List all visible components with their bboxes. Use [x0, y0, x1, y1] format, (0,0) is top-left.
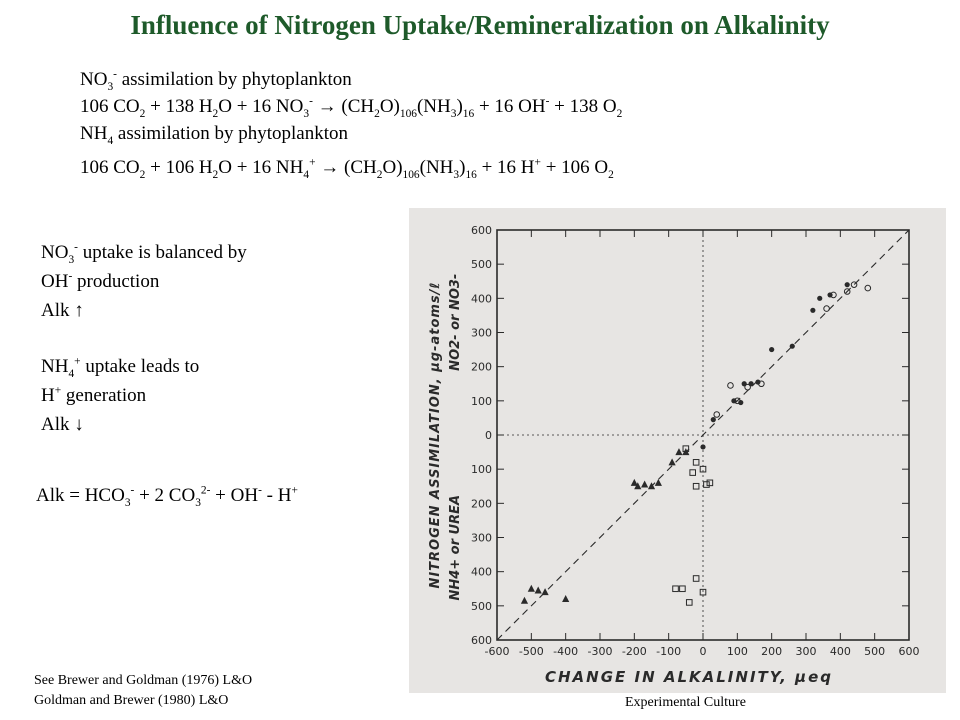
y-tick-label: 0: [485, 429, 492, 442]
data-point-filled-triangle: [541, 588, 549, 596]
no3-assimilation-heading: NO3- assimilation by phytoplankton: [80, 68, 352, 93]
data-point-filled-circle: [741, 381, 747, 387]
axis-ticks: -600 -500 -400 -300 -200 -100 0 100 200 300 400 500…: [471, 224, 920, 658]
data-point-filled-circle: [844, 282, 850, 288]
y-axis-label: NITROGEN ASSIMILATION, μg-atoms/ℓ: [428, 281, 443, 588]
data-point-open-circle: [830, 291, 837, 299]
x-tick-label: 400: [830, 645, 851, 658]
data-point-open-circle: [850, 281, 858, 288]
x-tick-label: -500: [519, 645, 544, 658]
scanned-figure: -600 -500 -400 -300 -200 -100 0 100 200 300 400 500…: [409, 208, 946, 693]
data-point-open-square: [692, 482, 700, 490]
data-points: [520, 281, 872, 606]
data-point-filled-triangle: [675, 448, 683, 456]
slide-title: Influence of Nitrogen Uptake/Remineraliz…: [130, 10, 830, 40]
references: See Brewer and Goldman (1976) L&O Goldma…: [34, 671, 252, 711]
data-point-open-square: [679, 585, 686, 593]
data-point-filled-triangle: [527, 584, 535, 592]
data-point-filled-circle: [810, 307, 816, 313]
data-point-open-square: [692, 459, 700, 466]
plot-frame: [496, 229, 910, 641]
note-nh4-line3: Alk ↓: [41, 414, 84, 435]
x-tick-label: 200: [761, 645, 782, 658]
data-point-open-circle: [744, 383, 751, 391]
data-point-filled-triangle: [520, 596, 529, 604]
data-point-open-circle: [864, 284, 872, 292]
data-point-open-square: [689, 469, 696, 476]
data-point-filled-triangle: [634, 482, 642, 490]
nh4-assimilation-heading: NH4 assimilation by phytoplankton: [80, 123, 349, 147]
x-tick-label: -100: [656, 645, 681, 658]
data-point-open-circle: [727, 382, 734, 389]
alkalinity-scatter-chart: -600 -500 -400 -300 -200 -100 0 100 200 300 400 500…: [428, 224, 920, 686]
note-no3-line1: NO3- uptake is balanced by: [41, 241, 247, 266]
note-no3-line2: OH- production: [41, 270, 160, 292]
x-tick-label: 500: [864, 645, 885, 658]
y-axis-label-upper: NO2- or NO3-: [448, 274, 463, 371]
data-point-filled-circle: [817, 295, 823, 301]
data-point-open-circle: [734, 397, 741, 405]
data-point-filled-circle: [769, 346, 775, 353]
data-point-open-square: [703, 481, 710, 488]
nh4-assimilation-reaction: 106 CO2 + 106 H2O + 16 NH4+ → (CH2O)106(…: [80, 156, 614, 181]
y-tick-label: 400: [471, 292, 492, 305]
y-tick-label: 600: [471, 634, 492, 647]
y-tick-label: 300: [471, 532, 492, 545]
data-point-filled-circle: [755, 379, 761, 385]
y-tick-label: 300: [471, 327, 492, 340]
note-nh4-line1: NH4+ uptake leads to: [41, 355, 200, 380]
data-point-filled-triangle: [668, 458, 676, 466]
reference-1: See Brewer and Goldman (1976) L&O: [34, 673, 253, 688]
data-point-open-square: [699, 465, 707, 473]
data-point-filled-circle: [789, 343, 795, 349]
data-point-open-square: [672, 585, 679, 593]
data-point-open-square: [692, 575, 700, 582]
x-tick-label: -300: [588, 645, 613, 658]
y-tick-label: 500: [471, 600, 492, 613]
x-tick-label: 600: [899, 645, 920, 658]
data-point-open-square: [682, 445, 690, 452]
data-point-filled-circle: [738, 399, 744, 406]
x-tick-label: -200: [622, 645, 647, 658]
x-tick-label: -600: [485, 645, 510, 658]
data-point-open-square: [699, 588, 707, 596]
x-tick-label: 100: [727, 645, 748, 658]
data-point-filled-triangle: [647, 482, 656, 490]
data-point-open-circle: [843, 288, 851, 295]
data-point-filled-circle: [700, 444, 706, 450]
x-tick-label: 300: [796, 645, 817, 658]
y-tick-label: 100: [471, 395, 492, 408]
data-point-filled-triangle: [630, 478, 638, 486]
data-point-open-square: [685, 599, 693, 606]
no3-assimilation-reaction: 106 CO2 + 138 H2O + 16 NO3- → (CH2O)106(…: [80, 95, 623, 120]
data-point-filled-triangle: [534, 586, 542, 594]
figure-caption: Experimental Culture: [625, 695, 746, 710]
x-axis-label: CHANGE IN ALKALINITY, μeq: [545, 668, 833, 686]
y-tick-label: 600: [471, 224, 492, 237]
data-point-open-square: [706, 479, 714, 487]
data-point-filled-triangle: [654, 478, 662, 486]
one-to-one-line: [496, 229, 910, 641]
data-point-open-circle: [758, 380, 765, 388]
reference-2: Goldman and Brewer (1980) L&O: [34, 693, 229, 708]
alkalinity-definition: Alk = HCO3- + 2 CO32- + OH- - H+: [36, 484, 298, 509]
y-tick-label: 500: [471, 258, 492, 271]
data-point-open-circle: [823, 305, 830, 312]
data-point-filled-triangle: [641, 480, 649, 488]
data-point-filled-triangle: [562, 595, 570, 602]
note-no3-line3: Alk ↑: [41, 300, 84, 321]
y-axis-label-lower: NH4+ or UREA: [448, 495, 463, 601]
y-tick-label: 200: [471, 361, 492, 374]
y-tick-label: 100: [471, 463, 492, 476]
x-tick-label: 0: [700, 645, 707, 658]
y-tick-label: 400: [471, 566, 492, 579]
data-point-filled-circle: [748, 381, 754, 387]
data-point-filled-circle: [710, 417, 716, 423]
y-tick-label: 200: [471, 497, 492, 510]
data-point-open-circle: [713, 411, 721, 418]
x-tick-label: -400: [553, 645, 578, 658]
note-nh4-line2: H+ generation: [41, 384, 147, 406]
